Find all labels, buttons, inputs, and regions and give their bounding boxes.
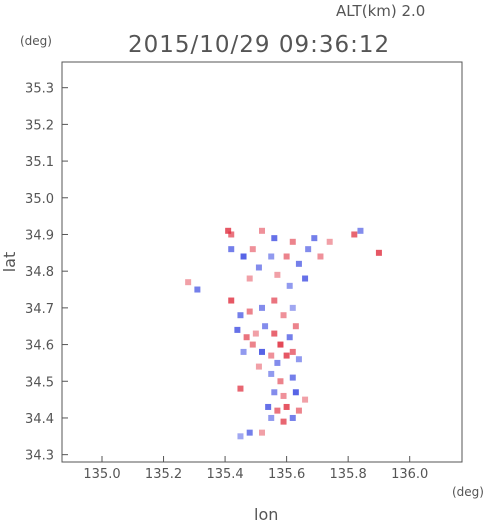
echo-cell: [357, 227, 364, 234]
echo-cell: [375, 249, 382, 256]
echo-cell: [295, 407, 302, 414]
y-tick-label: 34.6: [25, 339, 54, 354]
echo-cell: [286, 282, 293, 289]
y-axis-label: lat: [0, 252, 19, 273]
echo-cell: [289, 374, 296, 381]
echo-cell: [252, 330, 259, 337]
echo-cell: [249, 246, 256, 253]
altitude-label: ALT(km) 2.0: [336, 2, 425, 20]
echo-cell: [225, 227, 232, 234]
echo-cell: [246, 308, 253, 315]
echo-cell: [240, 348, 247, 355]
echo-cell: [194, 286, 201, 293]
echo-cell: [289, 414, 296, 421]
echo-cell: [289, 304, 296, 311]
echo-cell: [280, 392, 287, 399]
echo-cell: [326, 238, 333, 245]
echo-cell: [280, 418, 287, 425]
x-tick-label: 135.4: [206, 467, 243, 482]
echo-cell: [280, 312, 287, 319]
y-tick-label: 34.5: [25, 375, 54, 390]
echo-cell: [283, 403, 290, 410]
echo-cell: [268, 370, 275, 377]
echo-cell: [268, 352, 275, 359]
echo-cell: [259, 304, 265, 311]
echo-cell: [295, 356, 302, 363]
echo-cell: [265, 403, 272, 410]
echo-cell: [274, 271, 281, 278]
echo-cell: [274, 407, 281, 414]
x-tick-label: 135.0: [83, 467, 120, 482]
echo-cell: [237, 312, 244, 319]
y-tick-label: 34.7: [25, 302, 54, 317]
echo-cell: [283, 352, 290, 359]
x-axis-label: lon: [254, 505, 278, 521]
echo-cell: [302, 275, 309, 282]
echo-cell: [268, 253, 275, 260]
echo-cell: [237, 385, 244, 392]
echo-cell: [259, 227, 265, 234]
echo-cell: [255, 264, 262, 271]
echo-cell: [255, 363, 262, 370]
echo-cell: [271, 297, 278, 304]
echo-cell: [271, 330, 278, 337]
echo-cell: [292, 323, 299, 330]
echo-cell: [259, 429, 265, 436]
echo-cell: [305, 246, 312, 253]
echo-cell: [228, 297, 235, 304]
y-tick-label: 35.1: [25, 155, 54, 170]
echo-cell: [268, 414, 275, 421]
echo-cell: [271, 235, 278, 242]
echo-cells: [185, 227, 382, 440]
echo-cell: [351, 231, 358, 238]
y-tick-label: 34.8: [25, 265, 54, 280]
echo-cell: [286, 334, 293, 341]
echo-cell: [246, 275, 253, 282]
echo-cell: [311, 235, 318, 242]
x-tick-label: 135.8: [330, 467, 367, 482]
echo-cell: [228, 246, 235, 253]
echo-cell: [302, 396, 309, 403]
echo-cell: [243, 334, 250, 341]
plot-frame: [61, 61, 463, 463]
echo-cell: [289, 348, 296, 355]
echo-cell: [283, 253, 290, 260]
y-tick-label: 35.0: [25, 192, 54, 207]
timestamp-title: 2015/10/29 09:36:12: [128, 32, 390, 58]
echo-cell: [249, 341, 256, 348]
y-tick-label: 34.4: [25, 412, 54, 427]
x-tick-label: 135.2: [145, 467, 182, 482]
echo-cell: [317, 253, 324, 260]
echo-cell: [259, 348, 265, 355]
axis-ticks: 135.0 135.2 135.4 135.6 135.8 136.0 34.3 34.4 34…: [25, 82, 428, 482]
echo-cell: [228, 231, 235, 238]
echo-cell: [185, 279, 192, 286]
echo-cell: [271, 389, 278, 396]
echo-cell: [277, 378, 284, 385]
echo-cell: [289, 238, 296, 245]
echo-cell: [240, 253, 247, 260]
y-tick-label: 35.2: [25, 118, 54, 133]
x-unit-label: (deg): [452, 485, 484, 499]
echo-cell: [237, 433, 244, 440]
echo-cell: [295, 260, 302, 267]
x-tick-label: 136.0: [391, 467, 428, 482]
y-tick-label: 34.3: [25, 449, 54, 464]
echo-cell: [274, 359, 281, 366]
echo-cell: [292, 389, 299, 396]
x-tick-label: 135.6: [268, 467, 305, 482]
echo-cell: [246, 429, 253, 436]
echo-cell: [262, 323, 269, 330]
y-tick-label: 34.9: [25, 228, 54, 243]
echo-cell: [277, 341, 284, 348]
y-tick-label: 35.3: [25, 82, 54, 97]
y-unit-label: (deg): [20, 34, 52, 48]
echo-cell: [234, 326, 241, 333]
